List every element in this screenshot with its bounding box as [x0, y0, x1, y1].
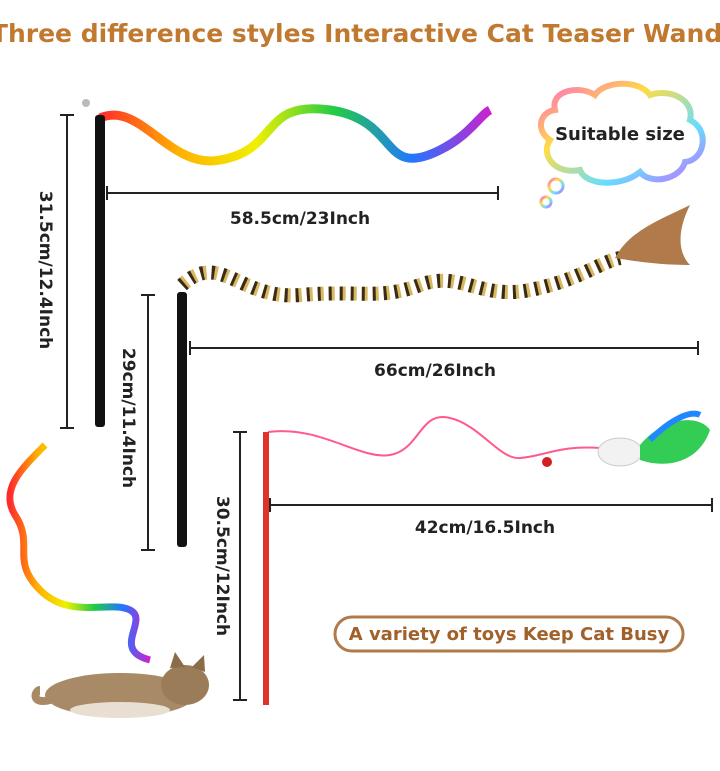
- bell: [542, 457, 552, 467]
- height-label: 29cm/11.4Inch: [118, 348, 138, 488]
- leopard-tail: [177, 251, 622, 303]
- mouse-feathers: [647, 410, 702, 443]
- string: [267, 415, 601, 460]
- cat: [31, 652, 209, 718]
- mouse-feathers: [640, 420, 710, 464]
- bell: [82, 99, 90, 107]
- wand-stick: [95, 115, 105, 427]
- feather: [615, 205, 690, 265]
- bubble-text: Suitable size: [555, 124, 685, 145]
- banner-text: A variety of toys Keep Cat Busy: [349, 624, 670, 645]
- width-dimension: [269, 498, 713, 512]
- ribbon: [98, 104, 493, 166]
- width-dimension: [189, 341, 699, 355]
- height-label: 30.5cm/12Inch: [212, 496, 232, 636]
- width-label: 58.5cm/23Inch: [230, 209, 370, 229]
- leopard-spots: [177, 251, 622, 303]
- height-dimension: [141, 294, 155, 551]
- ribbon: [6, 442, 152, 664]
- height-dimension: [60, 114, 74, 429]
- mouse: [597, 437, 643, 467]
- height-label: 31.5cm/12.4Inch: [35, 191, 55, 350]
- width-label: 66cm/26Inch: [374, 361, 496, 381]
- thought-bubble: [538, 80, 706, 209]
- wand-stick: [263, 432, 269, 705]
- width-dimension: [106, 186, 499, 200]
- width-label: 42cm/16.5Inch: [415, 518, 555, 538]
- title: Three difference styles Interactive Cat …: [0, 19, 720, 48]
- height-dimension: [233, 431, 247, 701]
- banner: [333, 615, 685, 653]
- wand-stick: [177, 292, 187, 547]
